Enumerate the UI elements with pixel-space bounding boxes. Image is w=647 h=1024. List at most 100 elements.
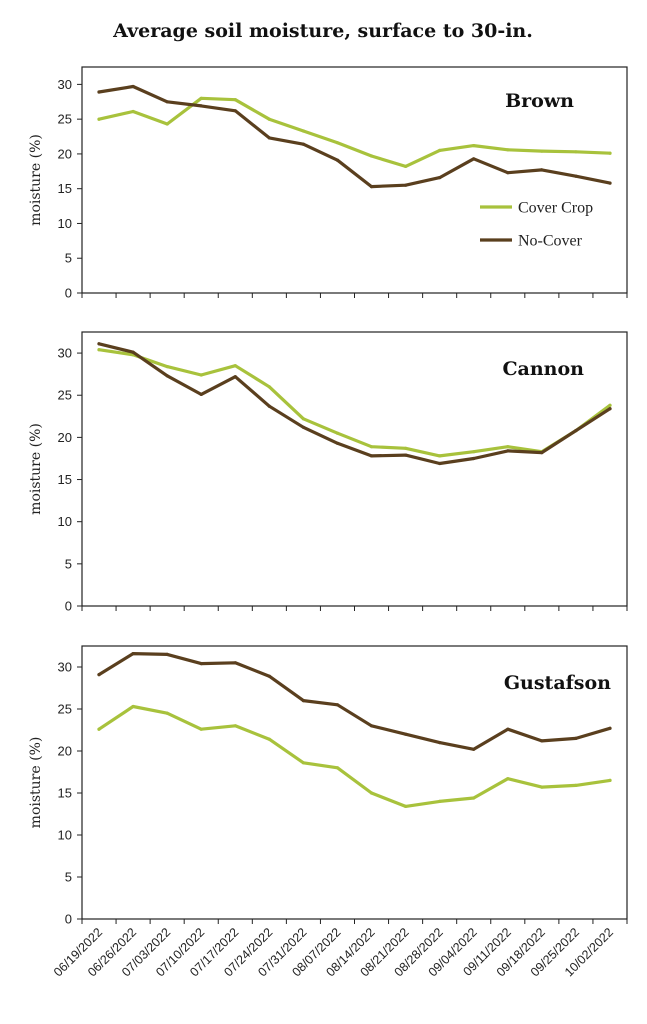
data-point-no-cover (301, 699, 305, 703)
data-point-cover-crop (574, 150, 578, 154)
data-point-cover-crop (472, 796, 476, 800)
data-point-no-cover (165, 374, 169, 378)
y-tick-label: 5 (65, 251, 72, 266)
data-point-no-cover (472, 747, 476, 751)
data-point-cover-crop (165, 711, 169, 715)
series-line-no-cover (97, 342, 612, 466)
data-point-no-cover (267, 404, 271, 408)
data-point-cover-crop (608, 151, 612, 155)
data-point-no-cover (574, 429, 578, 433)
data-point-cover-crop (438, 799, 442, 804)
panel-gustafson: 0 5 10 15 20 25 30 moisture (%) Gustafson (28, 645, 628, 927)
data-point-cover-crop (369, 154, 374, 158)
data-point-no-cover (404, 453, 408, 457)
data-point-cover-crop (97, 348, 101, 352)
y-tick-label: 25 (58, 112, 72, 127)
data-point-no-cover (404, 183, 408, 187)
data-point-no-cover (540, 739, 544, 743)
data-point-cover-crop (233, 364, 237, 368)
y-tick-label: 5 (65, 870, 72, 885)
data-point-no-cover (335, 158, 340, 162)
data-point-cover-crop (131, 109, 135, 114)
data-point-cover-crop (506, 777, 510, 781)
y-tick-label: 10 (58, 514, 72, 529)
data-point-no-cover (97, 90, 101, 94)
data-point-cover-crop (199, 96, 203, 100)
data-point-no-cover (199, 104, 203, 108)
series-line-no-cover (97, 84, 612, 189)
data-point-cover-crop (301, 417, 305, 421)
data-point-cover-crop (540, 149, 544, 153)
data-point-no-cover (608, 407, 612, 411)
data-point-cover-crop (267, 737, 271, 741)
data-point-cover-crop (404, 446, 408, 450)
panel-label-gustafson: Gustafson (504, 672, 611, 694)
data-point-no-cover (131, 652, 135, 656)
data-point-cover-crop (199, 373, 203, 377)
data-point-cover-crop (165, 365, 169, 369)
data-point-no-cover (199, 662, 203, 666)
data-point-cover-crop (472, 450, 476, 454)
data-point-no-cover (131, 350, 135, 354)
data-point-cover-crop (165, 122, 169, 126)
y-tick-label: 15 (58, 786, 72, 801)
panel-cannon: 0 5 10 15 20 25 30 moisture (%) Cannon (28, 331, 628, 614)
y-tick-label: 10 (58, 216, 72, 231)
data-point-no-cover (438, 176, 442, 180)
y-tick-label: 25 (58, 702, 72, 717)
data-point-cover-crop (506, 148, 510, 152)
data-point-cover-crop (404, 804, 408, 809)
data-point-no-cover (97, 342, 101, 346)
data-point-cover-crop (404, 164, 408, 168)
y-tick-label: 20 (58, 146, 72, 161)
y-tick-label: 0 (65, 912, 72, 927)
legend-label-nocover: No-Cover (518, 233, 583, 250)
data-point-no-cover (233, 661, 237, 665)
data-point-no-cover (608, 181, 612, 185)
data-point-cover-crop (267, 117, 271, 121)
panel-label-cannon: Cannon (502, 358, 584, 380)
y-axis-label: moisture (%) (28, 423, 44, 515)
y-tick-label: 0 (65, 286, 72, 301)
data-point-no-cover (369, 724, 374, 728)
data-point-no-cover (335, 441, 340, 445)
data-point-cover-crop (335, 766, 340, 770)
data-point-no-cover (97, 673, 101, 677)
y-tick-label: 10 (58, 828, 72, 843)
y-tick-label: 20 (58, 744, 72, 759)
data-point-cover-crop (369, 791, 374, 795)
data-point-cover-crop (438, 454, 442, 458)
data-point-cover-crop (335, 431, 340, 435)
data-point-cover-crop (301, 761, 305, 765)
data-point-no-cover (506, 449, 510, 453)
y-tick-label: 25 (58, 388, 72, 403)
data-point-cover-crop (472, 144, 476, 148)
data-point-cover-crop (335, 141, 340, 145)
data-point-no-cover (506, 171, 510, 175)
data-point-cover-crop (267, 385, 271, 389)
y-tick-label: 5 (65, 556, 72, 571)
data-point-no-cover (540, 168, 544, 172)
y-tick-label: 30 (58, 77, 72, 92)
data-point-no-cover (472, 456, 476, 461)
data-point-no-cover (608, 726, 612, 730)
y-tick-label: 15 (58, 181, 72, 196)
data-point-no-cover (131, 84, 135, 89)
data-point-cover-crop (301, 129, 305, 133)
series-line-cover-crop (97, 348, 612, 458)
y-tick-label: 15 (58, 472, 72, 487)
y-axis-label: moisture (%) (28, 737, 44, 829)
data-point-no-cover (267, 674, 271, 678)
series-line-cover-crop (97, 704, 612, 809)
data-point-no-cover (540, 451, 544, 455)
data-point-no-cover (165, 100, 169, 104)
data-point-cover-crop (540, 785, 544, 789)
data-point-no-cover (233, 375, 237, 379)
data-point-cover-crop (608, 778, 612, 783)
panel-brown: 0 5 10 15 20 25 30 moisture (%) Brown (28, 66, 628, 301)
data-point-cover-crop (574, 783, 578, 788)
data-point-no-cover (199, 392, 203, 396)
data-point-no-cover (574, 174, 578, 178)
series-line-cover-crop (97, 96, 612, 168)
